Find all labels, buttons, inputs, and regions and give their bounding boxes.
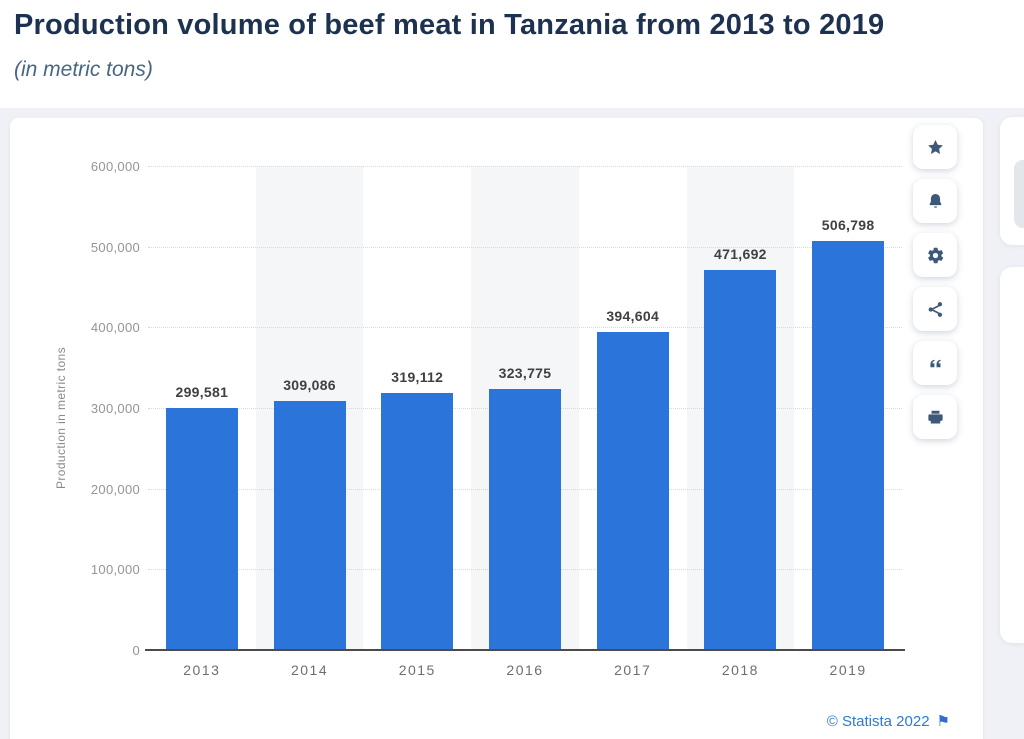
y-axis-tick-label: 0 (132, 643, 140, 658)
bar-2014[interactable] (273, 400, 346, 650)
page-header: Production volume of beef meat in Tanzan… (0, 0, 1024, 108)
x-axis-label: 2018 (721, 662, 759, 678)
x-axis-label: 2019 (829, 662, 867, 678)
y-axis-tick-label: 500,000 (90, 239, 140, 255)
flag-icon[interactable]: ⚑ (936, 713, 950, 730)
chart-footer: © Statista 2022 ⚑ (827, 713, 950, 730)
bar-2016[interactable] (489, 388, 561, 650)
bell-icon (926, 192, 945, 211)
settings-button[interactable] (913, 233, 957, 277)
x-axis-line (145, 649, 905, 651)
side-panel-button-fragment (1014, 160, 1024, 228)
page-title: Production volume of beef meat in Tanzan… (14, 9, 885, 41)
bar-2015[interactable] (381, 392, 454, 650)
chart-card: Production in metric tons 0 100,000 200,00… (10, 118, 983, 739)
bar-value-label: 319,112 (391, 368, 444, 385)
gridline (148, 327, 902, 329)
bar-value-label: 309,086 (283, 376, 336, 393)
y-axis-tick-label: 100,000 (90, 562, 140, 578)
y-axis-tick-label: 600,000 (90, 159, 140, 174)
x-axis-label: 2016 (506, 662, 544, 678)
bar-2017[interactable] (596, 331, 669, 650)
print-button[interactable] (913, 395, 957, 439)
bar-2013[interactable] (165, 408, 238, 650)
side-panel-card-bottom (1000, 267, 1024, 643)
content-area: Production in metric tons 0 100,000 200,00… (0, 108, 1024, 739)
statista-copyright-link[interactable]: © Statista 2022 (826, 713, 930, 730)
printer-icon (926, 408, 945, 427)
gear-icon (926, 246, 945, 265)
bar-chart: Production in metric tons 0 100,000 200,00… (10, 118, 983, 739)
bar-value-label: 471,692 (714, 245, 767, 262)
notifications-button[interactable] (913, 179, 957, 223)
x-axis-label: 2014 (290, 662, 329, 678)
bar-2019[interactable] (812, 241, 885, 650)
side-panel-card-top (1000, 117, 1024, 245)
gridline (148, 246, 902, 248)
quote-icon (926, 354, 945, 373)
gridline (148, 166, 902, 167)
cite-button[interactable] (913, 341, 957, 385)
favorite-button[interactable] (913, 125, 957, 169)
bar-2018[interactable] (704, 269, 777, 650)
y-axis-tick-label: 300,000 (90, 401, 140, 416)
bar-value-label: 394,604 (606, 307, 660, 324)
y-axis-tick-label: 400,000 (90, 320, 140, 336)
bar-value-label: 299,581 (175, 384, 229, 401)
page-subtitle: (in metric tons) (14, 58, 153, 81)
x-axis-label: 2013 (183, 662, 221, 678)
x-axis-label: 2017 (614, 662, 652, 678)
share-button[interactable] (913, 287, 957, 331)
bar-value-label: 506,798 (821, 217, 875, 234)
star-icon (926, 138, 945, 157)
x-axis-label: 2015 (398, 662, 436, 678)
share-icon (926, 300, 945, 319)
bar-value-label: 323,775 (498, 364, 552, 381)
y-axis-tick-label: 200,000 (90, 481, 140, 497)
